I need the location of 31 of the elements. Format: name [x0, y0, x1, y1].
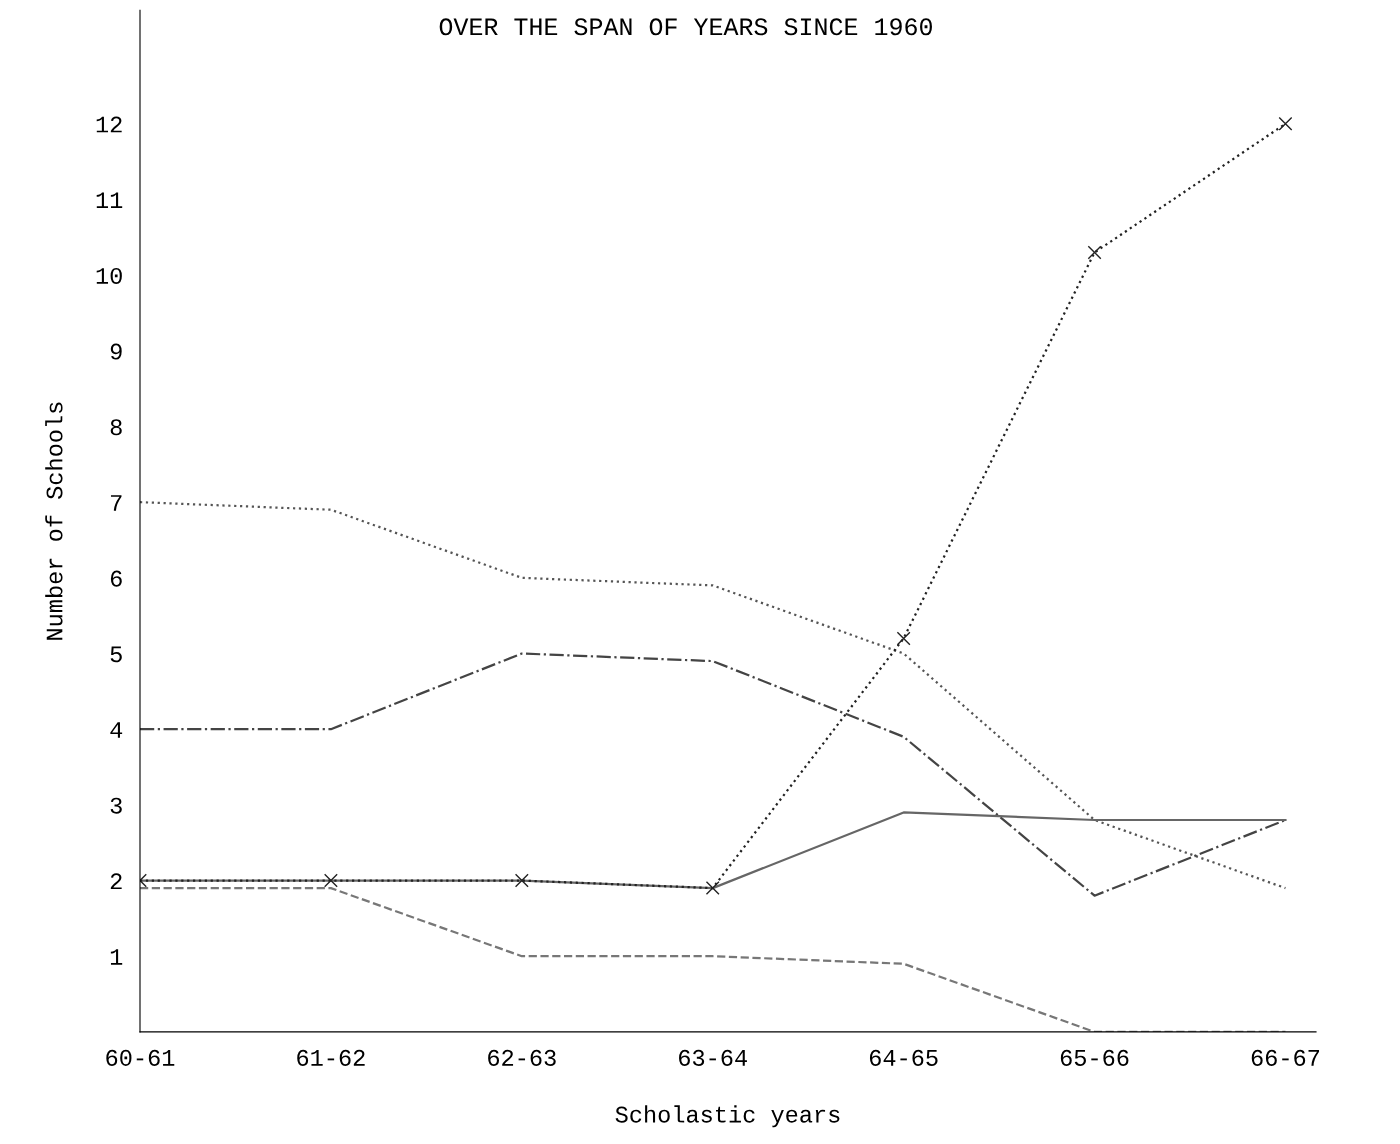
point: [896, 631, 911, 646]
y-tick-label: 10: [96, 267, 122, 284]
point: [514, 873, 529, 888]
x-tick-label: 66-67: [1251, 1049, 1320, 1066]
x-axis-title: Scholastic years: [615, 1105, 840, 1128]
y-tick-label: 2: [110, 873, 122, 890]
y-tick-label: 5: [110, 646, 122, 663]
line-series: [140, 501, 1287, 890]
point: [323, 873, 338, 888]
y-tick-label: 8: [110, 419, 122, 436]
x-tick-label: 63-64: [679, 1049, 747, 1066]
chart-title: OVER THE SPAN OF YEARS SINCE 1960: [439, 18, 932, 36]
y-tick-label: 1: [110, 949, 123, 965]
point: [1278, 116, 1293, 131]
y-tick-label: 3: [110, 797, 122, 814]
point: [1087, 245, 1102, 260]
x-tick-label: 64-65: [869, 1049, 938, 1066]
y-tick-label: 9: [110, 343, 122, 360]
y-tick-label: 11: [96, 192, 123, 209]
x-tick-label: 61-62: [297, 1049, 365, 1066]
x-tick-label: 62-63: [488, 1049, 556, 1066]
y-tick-label: 12: [96, 116, 122, 133]
y-tick-label: 4: [110, 722, 123, 738]
point: [705, 881, 720, 896]
x-tick-label: 65-66: [1060, 1049, 1129, 1066]
line-series: [140, 811, 1287, 890]
y-tick-label: 6: [110, 570, 122, 587]
y-tick-label: 7: [110, 495, 122, 511]
y-axis-title: Number of Schools: [45, 402, 63, 640]
line-series: [140, 652, 1287, 897]
x-tick-label: 60-61: [106, 1049, 175, 1066]
